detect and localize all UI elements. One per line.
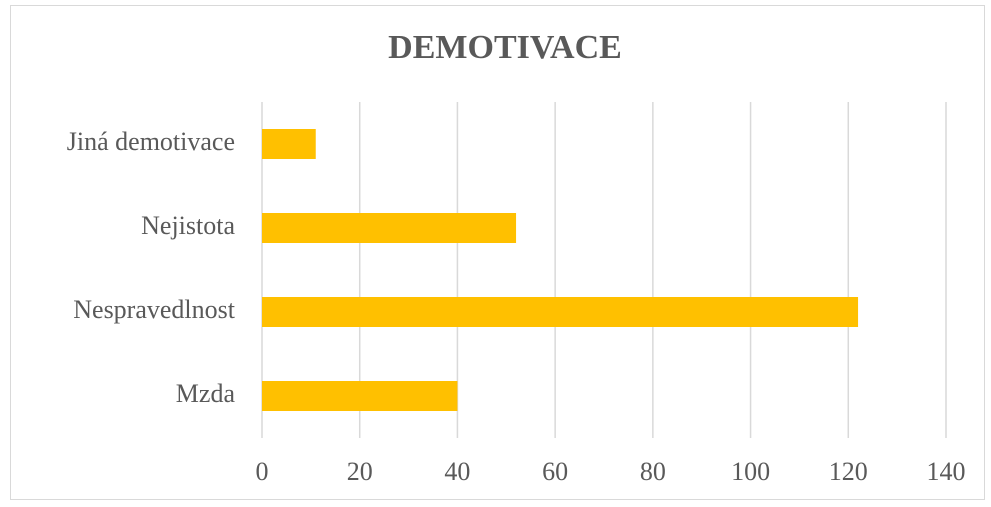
x-tick-label: 20 — [347, 457, 373, 486]
x-tick-label: 100 — [731, 457, 770, 486]
chart-frame — [10, 5, 985, 500]
bar — [262, 297, 859, 327]
bar — [262, 213, 517, 243]
y-tick-label: Mzda — [176, 379, 236, 408]
x-tick-label: 60 — [542, 457, 568, 486]
x-tick-label: 80 — [640, 457, 666, 486]
y-tick-label: Jiná demotivace — [67, 127, 235, 156]
x-tick-label: 40 — [444, 457, 470, 486]
bar — [262, 381, 458, 411]
chart-title: DEMOTIVACE — [388, 29, 622, 66]
bar — [262, 129, 316, 159]
x-tick-label: 0 — [256, 457, 269, 486]
x-tick-label: 140 — [927, 457, 966, 486]
x-tick-label: 120 — [829, 457, 868, 486]
y-tick-label: Nejistota — [141, 211, 235, 240]
y-tick-label: Nespravedlnost — [73, 295, 236, 324]
